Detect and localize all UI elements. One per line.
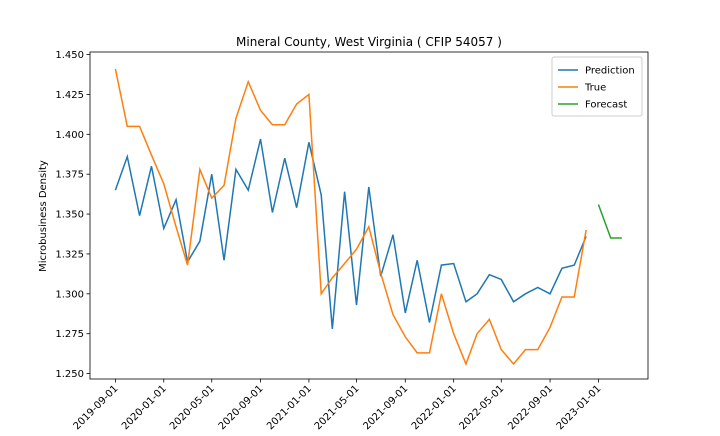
y-tick-label: 1.400 (55, 130, 84, 141)
y-tick-label: 1.425 (55, 90, 84, 101)
y-tick-label: 1.275 (55, 329, 84, 340)
y-tick-label: 1.375 (55, 170, 84, 181)
y-tick-label: 1.450 (55, 50, 84, 61)
legend-label: True (584, 83, 606, 94)
series-line (114, 68, 587, 367)
chart-title: Mineral County, West Virginia ( CFIP 540… (236, 35, 502, 49)
y-axis-label: Microbusiness Density (38, 160, 49, 272)
y-tick-label: 1.325 (55, 249, 84, 260)
y-tick-label: 1.350 (55, 210, 84, 221)
y-tick-label: 1.250 (55, 369, 84, 380)
legend-label: Forecast (585, 100, 627, 111)
legend-label: Prediction (585, 66, 635, 77)
plot-frame (89, 51, 649, 380)
series-line (114, 138, 587, 329)
y-tick-label: 1.300 (55, 289, 84, 300)
series-line (597, 204, 622, 239)
legend-box (551, 56, 643, 117)
